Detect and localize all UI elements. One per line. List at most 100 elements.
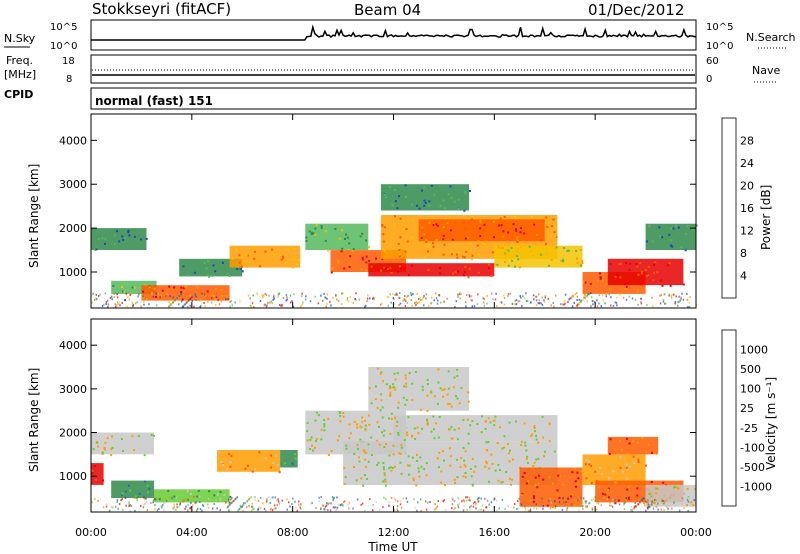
data-speckle xyxy=(417,470,420,473)
near-range-speckle xyxy=(613,501,616,504)
data-speckle xyxy=(551,506,554,509)
data-speckle xyxy=(144,497,147,500)
data-speckle xyxy=(314,227,317,230)
data-speckle xyxy=(607,487,610,490)
data-speckle xyxy=(469,190,471,192)
data-speckle xyxy=(477,240,480,243)
near-range-speckle xyxy=(657,508,659,511)
near-range-speckle xyxy=(399,503,402,506)
near-range-speckle xyxy=(640,301,642,303)
near-range-speckle xyxy=(530,496,533,499)
data-speckle xyxy=(334,227,337,230)
near-range-speckle xyxy=(688,301,691,304)
near-range-speckle xyxy=(560,303,562,306)
data-speckle xyxy=(153,434,155,437)
data-speckle xyxy=(398,253,401,256)
data-speckle xyxy=(447,387,450,390)
data-speckle xyxy=(396,207,399,210)
near-range-speckle xyxy=(571,504,573,506)
near-range-speckle xyxy=(145,500,148,503)
near-range-speckle xyxy=(192,504,194,507)
near-range-speckle xyxy=(686,298,689,301)
near-range-speckle xyxy=(152,501,154,504)
data-speckle xyxy=(399,217,402,220)
near-range-speckle xyxy=(591,507,594,510)
near-range-speckle xyxy=(405,497,408,500)
near-range-speckle xyxy=(294,506,297,509)
near-range-speckle xyxy=(612,304,615,307)
data-speckle xyxy=(388,186,391,189)
data-speckle xyxy=(537,441,540,444)
data-speckle xyxy=(309,438,312,441)
data-speckle xyxy=(581,262,584,265)
near-range-speckle xyxy=(538,302,541,305)
near-range-speckle xyxy=(676,304,679,307)
data-speckle xyxy=(121,492,124,495)
data-speckle xyxy=(454,271,457,274)
data-speckle xyxy=(186,274,189,277)
near-range-speckle xyxy=(266,304,268,307)
data-speckle xyxy=(496,263,499,266)
data-speckle xyxy=(647,443,650,446)
data-speckle xyxy=(392,453,395,456)
near-range-speckle xyxy=(207,300,209,303)
data-speckle xyxy=(397,432,400,434)
near-range-speckle xyxy=(324,296,327,299)
near-range-speckle xyxy=(114,305,117,308)
data-speckle xyxy=(417,467,420,470)
data-speckle xyxy=(498,224,501,227)
data-speckle xyxy=(161,289,164,292)
near-range-speckle xyxy=(211,294,213,296)
data-speckle xyxy=(650,481,653,483)
near-range-speckle xyxy=(300,305,302,308)
data-speckle xyxy=(214,298,217,301)
data-speckle xyxy=(637,460,640,463)
data-speckle xyxy=(462,274,465,277)
near-range-speckle xyxy=(292,497,294,500)
near-range-speckle xyxy=(221,295,223,298)
data-speckle xyxy=(374,398,377,401)
data-speckle xyxy=(442,253,445,256)
near-range-speckle xyxy=(625,298,628,301)
near-range-speckle xyxy=(550,304,552,307)
near-range-speckle xyxy=(262,502,264,505)
near-range-speckle xyxy=(128,502,130,505)
near-range-speckle xyxy=(574,293,576,296)
near-range-speckle xyxy=(387,295,390,298)
data-speckle xyxy=(342,415,345,418)
data-speckle xyxy=(532,465,535,467)
nsky-trace xyxy=(91,24,697,41)
near-range-speckle xyxy=(116,500,118,503)
near-range-speckle xyxy=(380,302,383,305)
data-speckle xyxy=(519,231,522,234)
data-speckle xyxy=(418,475,421,478)
data-speckle xyxy=(480,431,483,434)
near-range-speckle xyxy=(215,499,217,502)
near-range-speckle xyxy=(406,500,409,503)
near-range-speckle xyxy=(677,301,679,304)
near-range-speckle xyxy=(285,299,287,302)
near-range-speckle xyxy=(386,296,389,299)
data-speckle xyxy=(320,225,323,228)
data-speckle xyxy=(421,189,423,192)
near-range-speckle xyxy=(404,295,406,297)
near-range-speckle xyxy=(540,302,542,305)
near-range-speckle xyxy=(683,507,685,510)
data-speckle xyxy=(339,420,342,423)
data-speckle xyxy=(116,230,118,233)
near-range-speckle xyxy=(231,501,233,504)
data-speckle xyxy=(404,196,407,198)
near-range-speckle xyxy=(574,499,576,502)
near-range-speckle xyxy=(416,293,418,295)
nsky-tick-left-top: 10^5 xyxy=(50,22,77,33)
data-speckle xyxy=(497,246,500,249)
near-range-speckle xyxy=(592,303,594,306)
near-range-speckle xyxy=(687,305,689,308)
near-range-speckle xyxy=(119,304,121,307)
near-range-speckle xyxy=(660,508,662,511)
near-range-speckle xyxy=(320,294,322,297)
near-range-speckle xyxy=(309,300,312,303)
near-range-speckle xyxy=(389,504,391,507)
data-speckle xyxy=(383,266,386,269)
near-range-speckle xyxy=(647,503,650,506)
